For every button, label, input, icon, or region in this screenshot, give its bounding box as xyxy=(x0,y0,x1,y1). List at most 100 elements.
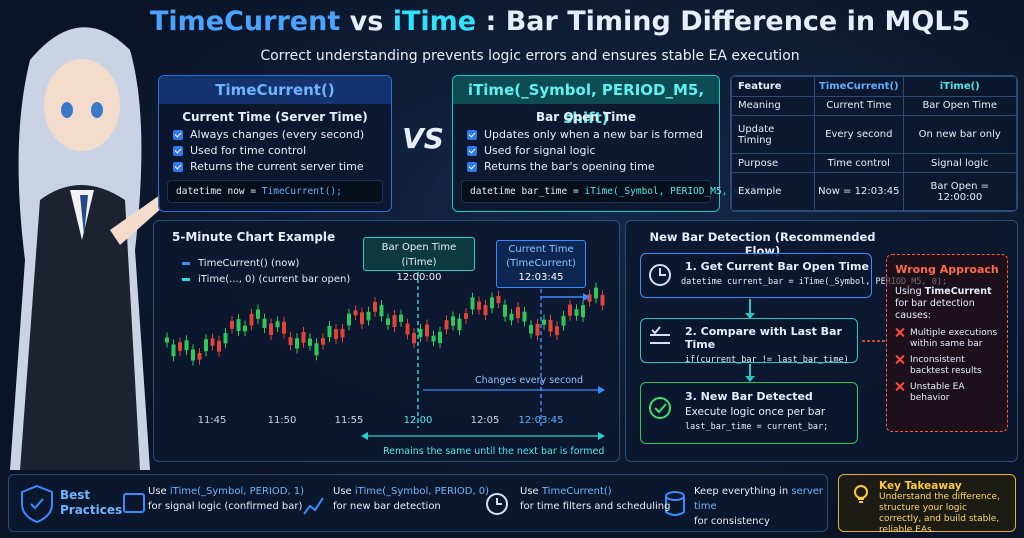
step-title: 3. New Bar Detected xyxy=(685,390,813,403)
code-snippet: datetime bar_time = iTime(_Symbol, PERIO… xyxy=(461,180,773,203)
candle-body xyxy=(457,318,462,331)
candle-body xyxy=(555,326,559,335)
note: Changes every second xyxy=(475,375,584,386)
candle-body xyxy=(392,315,397,328)
check-icon xyxy=(467,129,477,140)
candle-body xyxy=(256,309,260,319)
candle-body xyxy=(574,309,579,316)
table-row: Example Now = 12:03:45 Bar Open = 12:00:00 xyxy=(731,172,1017,211)
code-part: datetime now = xyxy=(176,186,262,197)
practice-text: Keep everything in xyxy=(694,486,792,497)
candle-body xyxy=(243,325,247,332)
best-practices-items: Use iTime(_Symbol, PERIOD, 1) for signal … xyxy=(8,474,828,532)
candle-body xyxy=(542,319,546,325)
candle-body xyxy=(451,316,455,326)
candle-body xyxy=(230,320,234,329)
practice-highlight: iTime(_Symbol, PERIOD, 0) xyxy=(354,486,490,497)
practice-highlight: TimeCurrent() xyxy=(541,486,612,497)
code-part: iTime(_Symbol, PERIOD_M5, shift); xyxy=(584,186,774,197)
candle-body xyxy=(438,331,442,344)
candle-body xyxy=(386,318,390,325)
page-title: TimeCurrent vs iTime : Bar Timing Differ… xyxy=(150,6,970,37)
table-header: Feature TimeCurrent() iTime() xyxy=(731,76,1017,97)
wrong-text: Unstable EA behavior xyxy=(910,382,965,403)
character-illustration xyxy=(10,27,160,470)
key-takeaway: Key Takeaway Understand the difference, … xyxy=(838,474,1016,535)
candle-body xyxy=(301,331,306,343)
list-item: Updates only when a new bar is formed xyxy=(467,128,719,141)
candle-body xyxy=(347,313,351,326)
check-icon xyxy=(467,145,477,156)
candle-body xyxy=(366,311,371,321)
candle-body xyxy=(314,343,319,356)
practice-highlight: server time xyxy=(694,486,823,512)
timecurrent-card: TimeCurrent() Current Time (Server Time)… xyxy=(158,75,392,212)
x-tick-label: 12:05 xyxy=(471,415,500,426)
step-title: 2. Compare with Last Bar Time xyxy=(685,325,842,351)
check-icon xyxy=(173,161,183,172)
candle-body xyxy=(379,305,384,317)
wrong-list: Multiple executions within same bar Incon… xyxy=(895,328,999,404)
item-text: Always changes (every second) xyxy=(190,128,365,141)
practice-text: Use xyxy=(333,486,355,497)
list-item: Returns the current server time xyxy=(173,160,391,173)
step-title: 1. Get Current Bar Open Time xyxy=(685,260,869,273)
title-part: TimeCurrent xyxy=(150,6,341,37)
candle-body xyxy=(236,319,241,332)
table-cell: Meaning xyxy=(731,95,816,117)
candle-body xyxy=(425,324,429,337)
candle-body xyxy=(197,353,202,360)
wrong-item: Unstable EA behavior xyxy=(895,382,999,404)
candle-body xyxy=(503,304,507,317)
practice-item: Use iTime(_Symbol, PERIOD, 1) for signal … xyxy=(148,484,304,514)
callout-line: (TimeCurrent) xyxy=(506,258,576,269)
candle-body xyxy=(581,305,585,318)
candle-body xyxy=(262,318,267,328)
callout-line: Current Time xyxy=(508,244,574,255)
x-icon xyxy=(895,382,904,391)
table-cell: Every second xyxy=(814,115,904,154)
legend: TimeCurrent() (now) iTime(..., 0) (curre… xyxy=(182,256,350,288)
candle-body xyxy=(269,323,273,335)
table-cell: Signal logic xyxy=(902,152,1017,174)
flow-step: 1. Get Current Bar Open Time datetime cu… xyxy=(640,253,948,298)
current-time-callout: Current Time (TimeCurrent) 12:03:45 xyxy=(496,240,586,288)
table-cell: Now = 12:03:45 xyxy=(814,172,904,211)
flow-graphics xyxy=(649,264,885,419)
practice-text: for signal logic (confirmed bar) xyxy=(148,501,303,512)
practice-item: Use TimeCurrent() for time filters and sc… xyxy=(520,484,670,514)
candle-body xyxy=(288,337,293,346)
feature-list: Always changes (every second) Used for ti… xyxy=(159,128,391,173)
vs-label: VS xyxy=(402,122,444,155)
candle-body xyxy=(399,314,403,322)
item-text: Used for time control xyxy=(190,144,307,157)
candle-body xyxy=(561,315,566,326)
check-icon xyxy=(173,145,183,156)
candle-body xyxy=(171,344,176,357)
candle-body xyxy=(210,338,215,346)
callout-line: 12:00:00 xyxy=(396,272,442,283)
practice-text: for consistency xyxy=(694,516,770,527)
candle-body xyxy=(178,342,182,351)
candle-body xyxy=(334,329,338,339)
candle-body xyxy=(340,328,345,338)
legend-label: TimeCurrent() (now) xyxy=(198,258,300,269)
x-tick-label: 12:03:45 xyxy=(519,415,564,426)
table-cell: Bar Open Time xyxy=(902,95,1017,117)
candle-body xyxy=(275,321,280,328)
candle-body xyxy=(548,319,553,332)
wrong-approach: Wrong Approach Using TimeCurrent for bar … xyxy=(886,254,1008,432)
candle-body xyxy=(496,295,501,304)
bulb-icon xyxy=(854,485,868,503)
candle-body xyxy=(418,328,423,337)
candle-body xyxy=(191,349,195,361)
candle-body xyxy=(444,320,449,330)
wrong-title: Wrong Approach xyxy=(895,263,999,276)
best-practices-icons xyxy=(21,484,685,524)
table-cell: Purpose xyxy=(731,152,816,174)
candle-body xyxy=(405,323,410,335)
note: Remains the same until the next bar is f… xyxy=(383,446,605,457)
candle-body xyxy=(587,294,592,302)
step-code: datetime current_bar = iTime(_Symbol, PE… xyxy=(681,277,948,287)
